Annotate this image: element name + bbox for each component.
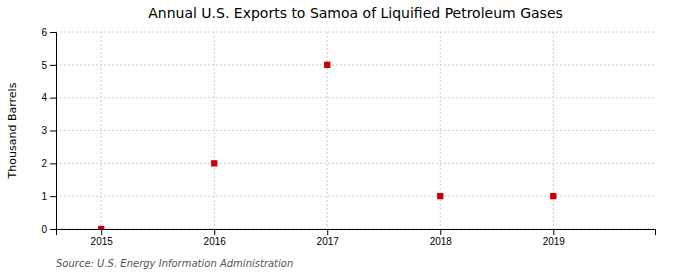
x-tick-mark xyxy=(553,229,554,235)
y-tick-label: 4 xyxy=(41,92,47,103)
y-tick-label: 0 xyxy=(41,224,47,235)
point xyxy=(324,62,330,68)
y-tick: 5 xyxy=(41,60,56,71)
x-tick-label: 2018 xyxy=(430,236,453,247)
y-tick-label: 5 xyxy=(41,60,47,71)
points xyxy=(98,62,556,229)
y-tick: 6 xyxy=(41,27,56,38)
y-axis-label: Thousand Barrels xyxy=(6,82,19,179)
x-tick-label: 2016 xyxy=(204,236,227,247)
title: Annual U.S. Exports to Samoa of Liquifie… xyxy=(148,5,563,21)
grid-line-y xyxy=(56,32,655,33)
y-tick: 4 xyxy=(41,92,56,103)
grid-line-y xyxy=(56,130,655,131)
grid-line-x xyxy=(440,32,441,229)
y-axis-line xyxy=(50,33,57,230)
x-tick-label: 2019 xyxy=(543,236,566,247)
y-tick: 2 xyxy=(41,158,56,169)
x-axis: 2015 2016 2017 2018 2019 xyxy=(57,229,656,247)
grid-line-x xyxy=(327,32,328,229)
chart-container: 2015 2016 2017 2018 2019 0 1 2 3 4 5 6 Annual U.S. E… xyxy=(0,0,675,275)
point xyxy=(550,193,556,199)
x-tick-mark xyxy=(101,229,102,235)
x-tick: 2019 xyxy=(543,229,566,247)
y-tick-mark xyxy=(50,196,56,197)
y-tick-label: 1 xyxy=(41,191,47,202)
y-tick: 0 xyxy=(41,224,56,235)
y-tick: 3 xyxy=(41,125,56,136)
y-tick-mark xyxy=(50,65,56,66)
grid-line-y xyxy=(56,163,655,164)
x-tick: 2015 xyxy=(91,229,114,247)
plot-area: 2015 2016 2017 2018 2019 0 1 2 3 4 5 6 xyxy=(41,27,655,247)
y-tick-mark xyxy=(50,131,56,132)
x-tick: 2016 xyxy=(204,229,227,247)
y-tick-mark xyxy=(50,229,56,230)
x-tick-mark xyxy=(440,229,441,235)
grid-line-y xyxy=(56,64,655,65)
y-tick-label: 2 xyxy=(41,158,47,169)
x-tick-mark xyxy=(327,229,328,235)
grid xyxy=(56,32,655,229)
source-text: Source: U.S. Energy Information Administ… xyxy=(56,258,293,269)
point xyxy=(98,226,104,229)
y-tick-label: 6 xyxy=(41,27,47,38)
point xyxy=(437,193,443,199)
chart-svg: 2015 2016 2017 2018 2019 0 1 2 3 4 5 6 Annual U.S. E… xyxy=(0,0,675,275)
point xyxy=(211,160,217,166)
y-axis: 0 1 2 3 4 5 6 xyxy=(41,27,56,235)
grid-line-x xyxy=(101,32,102,229)
y-tick-label: 3 xyxy=(41,125,47,136)
y-tick-mark xyxy=(50,163,56,164)
x-tick: 2017 xyxy=(317,229,340,247)
grid-line-x xyxy=(214,32,215,229)
x-tick-label: 2015 xyxy=(91,236,114,247)
x-axis-line xyxy=(57,230,656,236)
grid-line-y xyxy=(56,97,655,98)
grid-line-x xyxy=(553,32,554,229)
x-tick: 2018 xyxy=(430,229,453,247)
y-tick-mark xyxy=(50,98,56,99)
grid-line-y xyxy=(56,196,655,197)
y-tick: 1 xyxy=(41,191,56,202)
y-tick-mark xyxy=(50,32,56,33)
x-tick-label: 2017 xyxy=(317,236,340,247)
x-tick-mark xyxy=(214,229,215,235)
